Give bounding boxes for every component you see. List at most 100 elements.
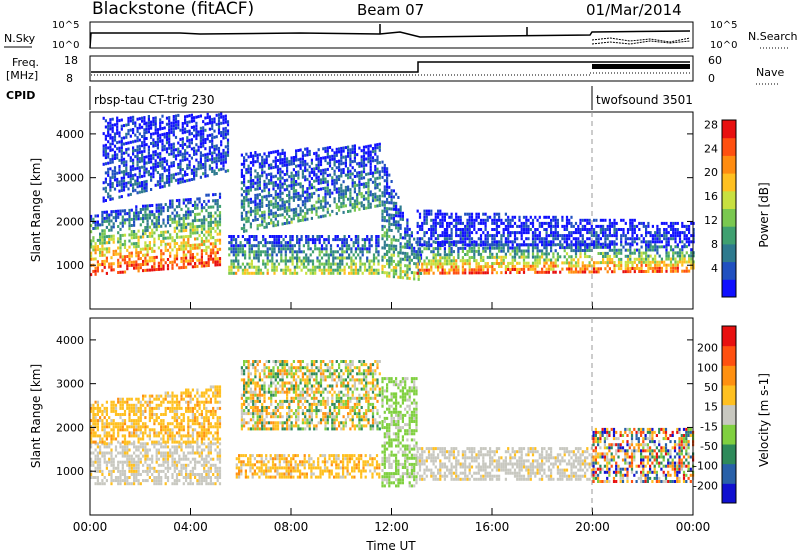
power-cell [406,267,409,271]
power-cell [186,157,189,161]
power-cell [629,224,632,228]
power-cell [154,183,157,187]
power-cell [156,143,159,147]
power-cell [595,234,598,238]
power-cell [311,268,315,272]
power-cell [276,177,280,181]
power-cell [388,222,391,226]
power-cell [541,267,544,271]
power-cell [186,179,189,183]
power-cell [111,172,114,176]
power-cell [477,215,480,219]
power-cell [304,163,307,166]
power-cell [311,271,315,275]
power-cell [392,223,395,227]
power-cell [143,171,146,175]
power-cell [556,252,559,256]
power-cell [574,249,578,253]
power-cell [654,234,657,238]
power-cell [177,126,180,130]
power-cell [584,243,587,247]
power-cell [345,238,348,242]
power-cell [325,253,328,257]
power-cell [629,242,632,246]
power-cell [289,268,292,272]
power-cell [133,242,136,246]
power-cell [261,220,264,224]
power-cell [645,248,648,252]
power-cell [534,246,537,250]
power-cell [441,268,444,272]
velocity-cell [99,451,102,455]
power-cell [315,188,318,192]
power-cell [324,199,327,202]
power-cell [570,270,573,274]
power-cell [113,153,117,157]
power-cell [213,148,216,151]
power-cell [437,237,440,241]
velocity-cell [99,448,102,452]
power-cell [434,215,437,219]
nsearch-tick-bottom: 10^0 [710,40,737,51]
power-cell [122,179,126,183]
power-cell [685,260,688,264]
power-cell [624,237,627,241]
power-cell [263,213,266,217]
power-cell [667,224,670,228]
nsky-tick-bottom: 10^0 [52,40,79,51]
power-cell [119,249,122,253]
power-cell [404,255,407,258]
power-cell [168,146,171,150]
power-cell [602,218,605,222]
power-cell [222,167,225,171]
power-cell [418,237,422,241]
power-cell [256,211,259,215]
power-cell [274,199,277,203]
power-cell [128,245,131,249]
power-cell [577,264,580,268]
power-cell [633,270,636,274]
power-cell [163,169,166,173]
power-cell [550,240,553,244]
power-cell [430,237,433,241]
power-cell [174,148,178,152]
power-cell [243,174,246,178]
power-cell [276,159,280,162]
power-cell [99,251,102,254]
power-cell [252,182,255,186]
power-cell [362,154,366,158]
power-cell [268,253,272,257]
power-cell [357,244,360,248]
power-cell [160,212,163,216]
power-cell [388,219,391,223]
power-cell [117,258,120,262]
power-cell [360,158,363,162]
power-cell [164,224,167,228]
power-cell [132,115,135,119]
power-cell [248,238,251,242]
power-cell [552,215,555,219]
power-cell [534,237,537,241]
power-cell [199,166,202,170]
power-cell [371,180,375,184]
power-cell [608,267,611,271]
power-cell [264,262,267,266]
power-cell [105,235,108,239]
velocity-cell [94,460,97,464]
power-cell [446,212,449,216]
power-cell [277,250,281,254]
power-cell [154,116,157,120]
power-cell [377,244,380,248]
power-cell [419,272,423,275]
power-cell [425,231,428,235]
power-cell [317,188,320,191]
power-cell [120,155,123,159]
power-cell [143,149,146,153]
power-cell [669,257,673,261]
power-cell [107,167,110,171]
power-cell [516,243,519,247]
power-cell [459,240,462,244]
power-cell [132,161,135,165]
power-cell [563,234,566,238]
power-cell [392,247,395,251]
